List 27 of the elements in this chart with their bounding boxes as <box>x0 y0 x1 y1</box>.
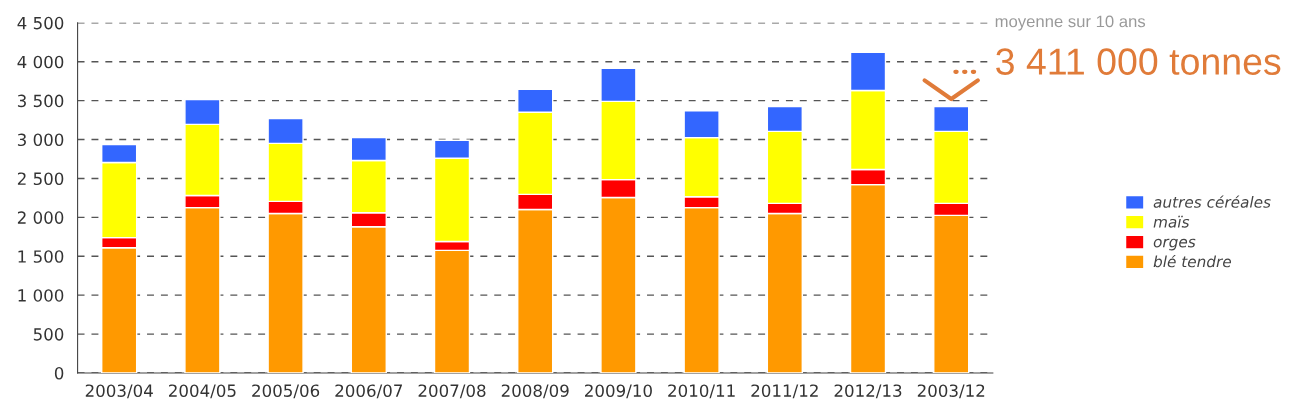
legend-label: orges <box>1153 238 1196 251</box>
y-tick-label: 1 000 <box>18 289 64 302</box>
y-tick-label: 2 000 <box>17 211 64 224</box>
x-tick-label: 2010/11 <box>668 384 735 399</box>
legend-label: autres céréales <box>1153 195 1271 208</box>
x-tick-label: 2011/12 <box>751 384 818 399</box>
x-tick-label: 2003/04 <box>85 384 153 399</box>
x-tick-label: 2012/13 <box>834 384 902 399</box>
x-tick-label: 2007/08 <box>418 384 486 399</box>
x-tick-label: 2009/10 <box>585 384 652 399</box>
x-tick-label: 2005/06 <box>252 384 320 399</box>
x-tick-label: 2003/12 <box>917 384 985 399</box>
y-tick-label: 3 000 <box>17 133 64 147</box>
legend-label: maïs <box>1153 215 1190 228</box>
x-tick-label: 2006/07 <box>335 384 402 399</box>
y-tick-label: 1 500 <box>18 250 64 263</box>
y-tick-label: 4 500 <box>17 16 64 30</box>
x-tick-label: 2008/09 <box>501 384 569 399</box>
y-tick-label: 0 <box>54 366 64 380</box>
y-tick-label: 2 500 <box>17 172 64 186</box>
legend-label: blé tendre <box>1153 254 1232 268</box>
x-tick-label: 2004/05 <box>168 384 236 399</box>
y-tick-label: 500 <box>33 328 64 341</box>
y-tick-label: 4 000 <box>17 55 64 69</box>
text: moyenne sur 10 ans <box>995 15 1146 31</box>
text: 3 411 000 tonnes <box>996 48 1281 75</box>
y-tick-label: 3 500 <box>17 94 64 108</box>
